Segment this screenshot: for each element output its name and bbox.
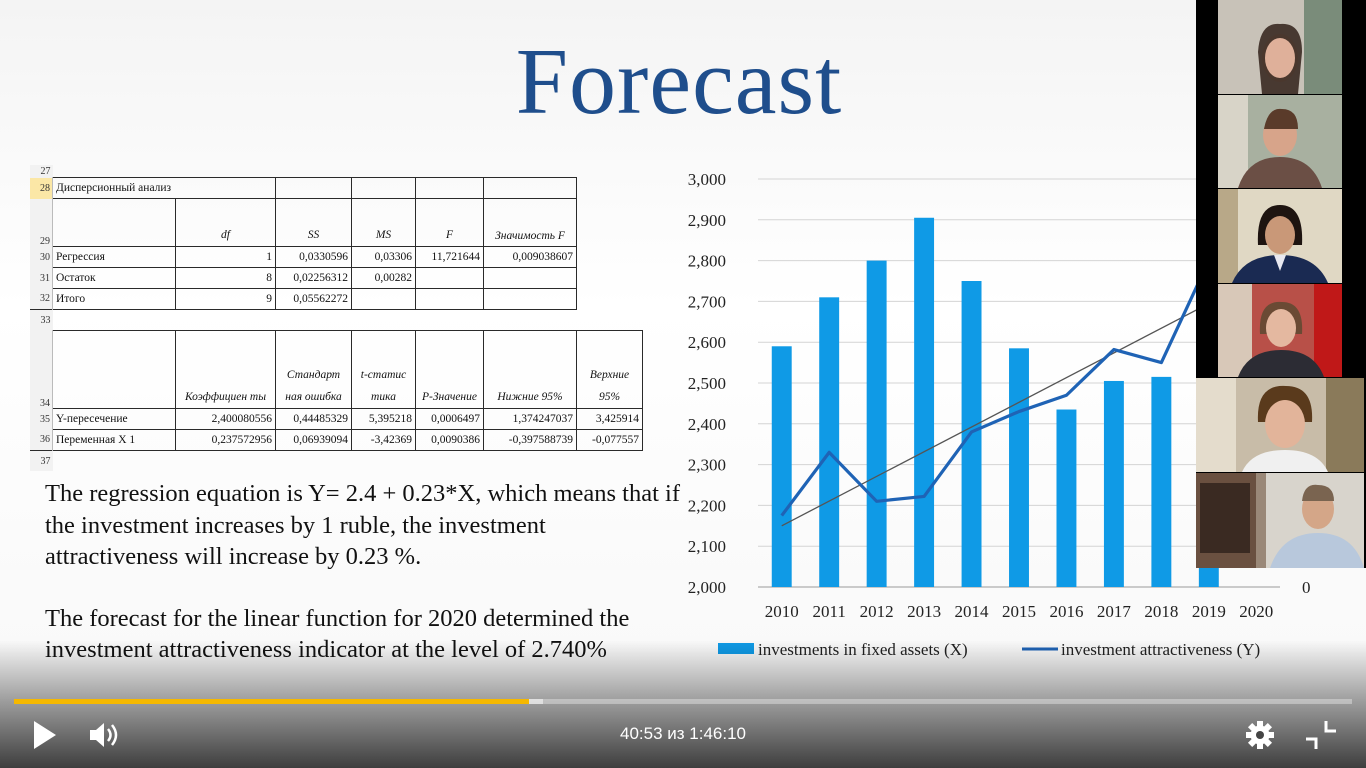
bar-2013 — [914, 217, 935, 587]
y-tick-label: 2,300 — [688, 456, 726, 475]
y-tick-label: 2,000 — [688, 578, 726, 597]
webcam-participant-2[interactable] — [1218, 95, 1342, 188]
volume-button[interactable] — [88, 720, 122, 750]
y-tick-label: 2,200 — [688, 496, 726, 515]
bar-2015 — [1009, 348, 1029, 587]
t-header: t-статис тика — [351, 330, 416, 409]
table-row: 32 Итого 9 0,05562272 — [30, 288, 643, 310]
trend-line — [781, 291, 1231, 527]
webcam-participant-5[interactable] — [1196, 378, 1364, 472]
anova-header-df: df — [175, 198, 276, 247]
x-tick-label: 2017 — [1097, 602, 1132, 621]
x-tick-label: 2019 — [1192, 602, 1226, 621]
exit-fullscreen-button[interactable] — [1304, 719, 1338, 751]
y-tick-label: 2,500 — [688, 374, 726, 393]
x-tick-label: 2020 — [1239, 602, 1273, 621]
x-tick-label: 2016 — [1049, 602, 1083, 621]
se-header: Стандарт ная ошибка — [275, 330, 352, 409]
play-icon — [34, 721, 56, 749]
table-row: 31 Остаток 8 0,02256312 0,00282 — [30, 267, 643, 289]
excel-regression-table: 27 28 Дисперсионный анализ 29 df SS MS F… — [30, 165, 643, 471]
bar-2012 — [866, 260, 887, 587]
secondary-axis-label: 0 — [1302, 578, 1311, 597]
webcam-participant-3[interactable] — [1218, 189, 1342, 283]
gear-icon — [1246, 721, 1274, 749]
y-tick-label: 2,800 — [688, 252, 726, 271]
anova-header-f: F — [415, 198, 484, 247]
play-button[interactable] — [30, 719, 60, 751]
y-tick-label: 3,000 — [688, 170, 726, 189]
bar-2010 — [771, 346, 792, 587]
progress-bar[interactable] — [14, 699, 1352, 704]
bar-2017 — [1103, 380, 1124, 587]
settings-button[interactable] — [1244, 719, 1276, 751]
y-tick-label: 2,900 — [688, 211, 726, 230]
x-tick-label: 2014 — [955, 602, 990, 621]
table-row: 36 Переменная X 1 0,237572956 0,06939094… — [30, 429, 643, 451]
exit-fullscreen-icon — [1306, 721, 1336, 749]
regression-paragraph: The regression equation is Y= 2.4 + 0.23… — [45, 480, 681, 570]
lower-header: Нижние 95% — [483, 330, 577, 409]
y-tick-label: 2,400 — [688, 415, 726, 434]
webcam-participant-6[interactable] — [1196, 473, 1364, 568]
player-controls-overlay — [0, 640, 1366, 768]
x-tick-label: 2012 — [860, 602, 894, 621]
x-tick-label: 2011 — [812, 602, 845, 621]
progress-played — [14, 699, 530, 704]
x-tick-label: 2010 — [765, 602, 799, 621]
playback-time: 40:53 из 1:46:10 — [620, 724, 746, 743]
y-tick-label: 2,700 — [688, 292, 726, 311]
slide-title: Forecast — [515, 30, 843, 134]
y-tick-label: 2,600 — [688, 333, 726, 352]
table-row: 35 Y-пересечение 2,400080556 0,44485329 … — [30, 408, 643, 430]
y-tick-label: 2,100 — [688, 537, 726, 556]
speaker-icon — [90, 723, 118, 747]
webcam-participant-4[interactable] — [1218, 284, 1342, 377]
participant-webcams — [1196, 0, 1366, 568]
webcam-participant-1[interactable] — [1218, 0, 1342, 94]
bar-2018 — [1151, 376, 1172, 587]
x-tick-label: 2018 — [1144, 602, 1178, 621]
anova-header-ss: SS — [275, 198, 352, 247]
x-tick-label: 2013 — [907, 602, 941, 621]
coef-header: Коэффициен ты — [175, 330, 276, 409]
anova-header-ms: MS — [351, 198, 416, 247]
bar-2016 — [1056, 409, 1077, 587]
anova-header-sig: Значимость F — [483, 198, 577, 247]
anova-title: Дисперсионный анализ — [52, 177, 276, 199]
bar-2011 — [819, 297, 840, 587]
table-row: 30 Регрессия 1 0,0330596 0,03306 11,7216… — [30, 246, 643, 268]
upper-header: Верхние 95% — [576, 330, 643, 409]
slide-body-text: The regression equation is Y= 2.4 + 0.23… — [45, 478, 685, 666]
attractiveness-line — [780, 259, 1211, 517]
x-tick-label: 2015 — [1002, 602, 1036, 621]
p-header: P-Значение — [415, 330, 484, 409]
